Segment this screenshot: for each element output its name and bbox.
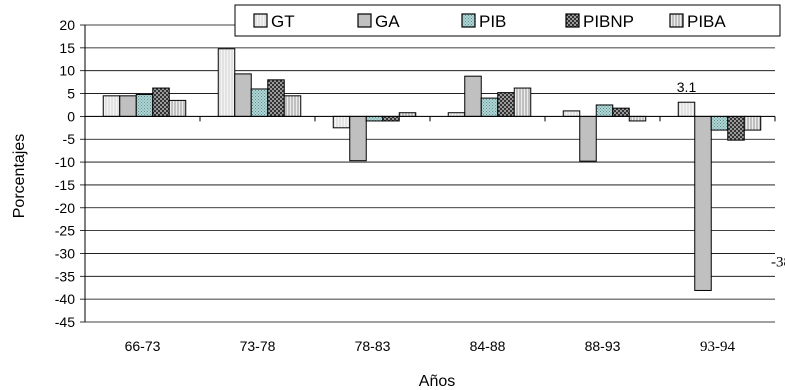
bar-piba-84-88 xyxy=(514,88,531,116)
bar-pib-78-83 xyxy=(366,116,383,121)
legend-swatch-gt xyxy=(254,14,267,27)
x-tick-label: 66-73 xyxy=(125,338,161,354)
x-tick-label: 73-78 xyxy=(240,338,276,354)
bar-pibnp-84-88 xyxy=(498,93,515,117)
y-tick-label: -35 xyxy=(55,268,75,284)
legend-label-gt: GT xyxy=(271,12,295,31)
bar-ga-66-73 xyxy=(120,96,137,117)
x-axis xyxy=(85,116,775,121)
bar-pib-84-88 xyxy=(481,98,498,116)
bar-pib-66-73 xyxy=(136,94,153,116)
bar-piba-88-93 xyxy=(629,116,646,121)
bar-gt-93-94 xyxy=(678,102,695,116)
bar-piba-73-78 xyxy=(284,96,301,117)
y-tick-label: 20 xyxy=(59,17,75,33)
bar-gt-78-83 xyxy=(333,116,350,127)
bar-ga-88-93 xyxy=(580,116,597,161)
legend-label-ga: GA xyxy=(375,12,400,31)
y-axis-ticks: -45 -40 -35 -30 -25 -20 -15 -10 -5 0 5 10 15 20 xyxy=(55,17,85,330)
bar-pibnp-73-78 xyxy=(268,80,285,117)
bar-piba-93-94 xyxy=(744,116,761,130)
bar-pib-93-94 xyxy=(711,116,728,130)
y-tick-label: 0 xyxy=(67,108,75,124)
bar-pibnp-78-83 xyxy=(383,116,400,121)
y-tick-label: -5 xyxy=(63,131,76,147)
legend-label-pib: PIB xyxy=(479,12,506,31)
bar-pib-73-78 xyxy=(251,89,268,116)
bar-piba-78-83 xyxy=(399,113,416,117)
x-tick-label: 84-88 xyxy=(470,338,506,354)
x-axis-title: Años xyxy=(419,373,455,390)
bar-pibnp-88-93 xyxy=(613,108,630,116)
bar-piba-66-73 xyxy=(169,100,186,116)
x-tick-label: 88-93 xyxy=(585,338,621,354)
legend-swatch-ga xyxy=(358,14,371,27)
y-tick-label: 5 xyxy=(67,86,75,102)
data-label: 3.1 xyxy=(677,79,697,95)
x-axis-tick-labels: 66-73 73-78 78-83 84-88 88-93 93-94 xyxy=(125,338,736,355)
bar-pibnp-93-94 xyxy=(728,116,745,140)
y-tick-label: -45 xyxy=(55,314,75,330)
y-tick-label: 10 xyxy=(59,63,75,79)
x-tick-label: 93-94 xyxy=(700,339,735,355)
y-tick-label: -15 xyxy=(55,177,75,193)
legend-swatch-pib xyxy=(462,14,475,27)
y-tick-label: -25 xyxy=(55,223,75,239)
y-tick-label: -40 xyxy=(55,291,75,307)
bar-pibnp-66-73 xyxy=(153,88,170,116)
bar-ga-93-94 xyxy=(695,116,712,290)
legend-swatch-piba xyxy=(670,14,683,27)
bar-gt-66-73 xyxy=(103,96,120,117)
data-label: -38,1 xyxy=(771,254,785,270)
bar-gt-88-93 xyxy=(563,111,580,116)
legend: GT GA PIB PIBNP PIBA xyxy=(235,5,780,36)
y-tick-label: -30 xyxy=(55,245,75,261)
bars xyxy=(103,49,761,291)
legend-label-piba: PIBA xyxy=(687,12,726,31)
bar-pib-88-93 xyxy=(596,105,613,116)
legend-label-pibnp: PIBNP xyxy=(583,12,634,31)
x-tick-label: 78-83 xyxy=(355,338,391,354)
gridlines xyxy=(85,25,775,322)
legend-swatch-pibnp xyxy=(566,14,579,27)
y-tick-label: -10 xyxy=(55,154,75,170)
bar-ga-73-78 xyxy=(235,74,252,116)
y-tick-label: 15 xyxy=(59,40,75,56)
bar-ga-78-83 xyxy=(350,116,367,160)
bar-gt-84-88 xyxy=(448,113,465,117)
y-tick-label: -20 xyxy=(55,200,75,216)
y-axis-title: Porcentajes xyxy=(11,134,28,219)
bar-gt-73-78 xyxy=(218,49,235,117)
bar-ga-84-88 xyxy=(465,76,482,116)
